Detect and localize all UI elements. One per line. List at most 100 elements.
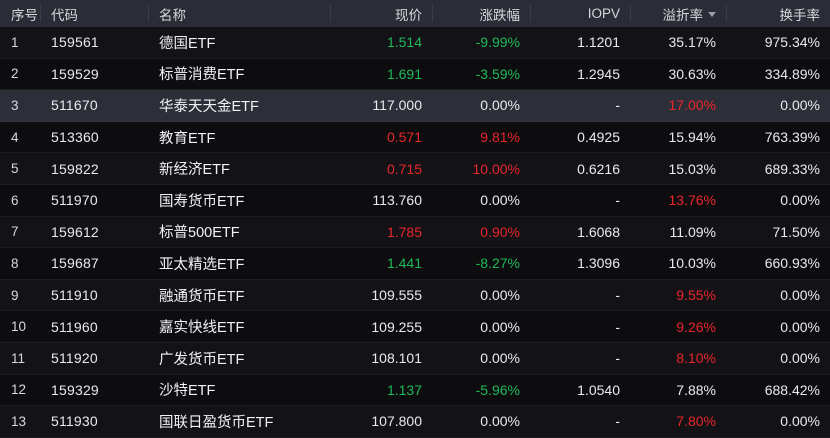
cell-code: 511920 [51, 350, 98, 367]
column-header-iopv-label: IOPV [587, 6, 620, 21]
cell-iopv: 1.2945 [577, 65, 620, 82]
table-row[interactable]: 7 159612 标普500ETF 1.785 0.90% 1.6068 11.09% 71.… [0, 216, 830, 249]
cell-iopv: - [615, 287, 620, 304]
cell-turnover: 0.00% [780, 350, 820, 367]
cell-premium: 35.17% [668, 34, 716, 51]
cell-code: 159822 [51, 160, 99, 177]
cell-index: 3 [11, 97, 19, 113]
cell-price: 108.101 [371, 350, 422, 367]
cell-premium: 10.03% [668, 255, 716, 272]
column-header-change[interactable]: 涨跌幅 [432, 0, 530, 27]
cell-index: 2 [11, 66, 19, 82]
cell-premium: 11.09% [669, 223, 716, 240]
cell-change: 10.00% [472, 160, 520, 177]
cell-turnover: 763.39% [764, 129, 820, 146]
cell-iopv: - [615, 350, 620, 367]
table-row[interactable]: 6 511970 国寿货币ETF 113.760 0.00% - 13.76% 0.00% [0, 184, 830, 217]
cell-premium: 9.26% [676, 318, 716, 335]
cell-change: 0.90% [480, 223, 520, 240]
column-header-turnover[interactable]: 换手率 [726, 0, 830, 27]
cell-code: 159529 [51, 65, 99, 82]
cell-price: 1.691 [386, 65, 422, 82]
table-row[interactable]: 3 511670 华泰天天金ETF 117.000 0.00% - 17.00% 0.00% [0, 90, 830, 122]
cell-iopv: 1.0540 [577, 381, 620, 398]
cell-index: 6 [11, 192, 19, 208]
column-header-code-label: 代码 [51, 7, 78, 23]
table-row[interactable]: 2 159529 标普消费ETF 1.691 -3.59% 1.2945 30.63% 334… [0, 58, 830, 91]
cell-turnover: 334.89% [764, 65, 820, 82]
cell-premium: 15.94% [668, 129, 716, 146]
cell-price: 1.441 [386, 255, 422, 272]
cell-iopv: 1.3096 [577, 255, 620, 272]
column-header-index[interactable]: 序号 [0, 0, 40, 27]
cell-iopv: - [615, 318, 620, 335]
column-header-premium[interactable]: 溢折率 [630, 0, 726, 27]
cell-code: 511910 [51, 287, 98, 304]
cell-turnover: 0.00% [780, 318, 820, 335]
column-header-name[interactable]: 名称 [148, 0, 330, 27]
cell-price: 1.137 [386, 381, 422, 398]
cell-name: 融通货币ETF [159, 288, 245, 305]
table-row[interactable]: 9 511910 融通货币ETF 109.555 0.00% - 9.55% 0.00% [0, 279, 830, 312]
table-row[interactable]: 12 159329 沙特ETF 1.137 -5.96% 1.0540 7.88% 688.4… [0, 374, 830, 407]
cell-premium: 9.55% [676, 287, 716, 304]
cell-name: 广发货币ETF [159, 351, 245, 368]
cell-iopv: 0.4925 [577, 129, 620, 146]
cell-code: 159612 [51, 223, 99, 240]
cell-premium: 13.76% [668, 192, 716, 209]
cell-price: 109.255 [371, 318, 422, 335]
cell-name: 新经济ETF [159, 162, 230, 179]
cell-turnover: 975.34% [764, 34, 820, 51]
column-header-iopv[interactable]: IOPV [530, 0, 630, 27]
cell-iopv: 0.6216 [577, 160, 620, 177]
table-row[interactable]: 1 159561 德国ETF 1.514 -9.99% 1.1201 35.17% 975.3… [0, 27, 830, 59]
cell-name: 沙特ETF [159, 383, 216, 400]
cell-turnover: 689.33% [764, 160, 820, 177]
cell-index: 10 [11, 319, 27, 335]
cell-price: 117.000 [372, 97, 422, 114]
cell-change: 9.81% [480, 129, 520, 146]
table-row[interactable]: 8 159687 亚太精选ETF 1.441 -8.27% 1.3096 10.03% 660… [0, 248, 830, 280]
cell-index: 5 [11, 161, 19, 177]
cell-code: 159329 [51, 381, 99, 398]
cell-name: 标普500ETF [159, 225, 240, 242]
column-header-price[interactable]: 现价 [330, 0, 432, 27]
cell-price: 1.514 [386, 34, 422, 51]
cell-premium: 8.10% [676, 350, 716, 367]
cell-code: 511970 [51, 192, 98, 209]
cell-turnover: 71.50% [772, 223, 820, 240]
cell-index: 13 [11, 413, 27, 429]
table-row[interactable]: 11 511920 广发货币ETF 108.101 0.00% - 8.10% 0.00% [0, 342, 830, 375]
cell-price: 107.800 [371, 413, 422, 430]
cell-name: 德国ETF [159, 35, 216, 52]
column-header-change-label: 涨跌幅 [479, 7, 521, 23]
cell-code: 159687 [51, 255, 99, 272]
cell-change: -9.99% [475, 34, 520, 51]
cell-iopv: - [615, 413, 620, 430]
cell-iopv: - [615, 97, 620, 114]
cell-premium: 7.80% [676, 413, 716, 430]
cell-turnover: 688.42% [764, 381, 820, 398]
cell-change: 0.00% [480, 350, 520, 367]
column-header-turnover-label: 换手率 [779, 7, 821, 23]
cell-name: 亚太精选ETF [159, 256, 245, 273]
table-row[interactable]: 5 159822 新经济ETF 0.715 10.00% 0.6216 15.03% 689.… [0, 153, 830, 185]
table-header-row: 序号 代码 名称 现价 涨跌幅 IOPV 溢折率 换手率 [0, 0, 830, 27]
table-row[interactable]: 4 513360 教育ETF 0.571 9.81% 0.4925 15.94% 763.39… [0, 121, 830, 154]
column-header-code[interactable]: 代码 [40, 0, 148, 27]
table-row[interactable]: 13 511930 国联日盈货币ETF 107.800 0.00% - 7.80% 0.00% [0, 406, 830, 438]
cell-change: 0.00% [480, 97, 520, 114]
cell-change: -3.59% [475, 65, 520, 82]
cell-turnover: 0.00% [780, 287, 820, 304]
cell-code: 511960 [51, 318, 98, 335]
column-header-index-label: 序号 [11, 7, 38, 23]
cell-price: 109.555 [371, 287, 422, 304]
chevron-down-icon[interactable] [708, 12, 716, 17]
cell-change: 0.00% [480, 287, 520, 304]
cell-index: 7 [11, 224, 19, 240]
cell-premium: 30.63% [668, 65, 716, 82]
table-row[interactable]: 10 511960 嘉实快线ETF 109.255 0.00% - 9.26% 0.00% [0, 311, 830, 343]
cell-change: -8.27% [475, 255, 520, 272]
cell-change: 0.00% [480, 318, 520, 335]
